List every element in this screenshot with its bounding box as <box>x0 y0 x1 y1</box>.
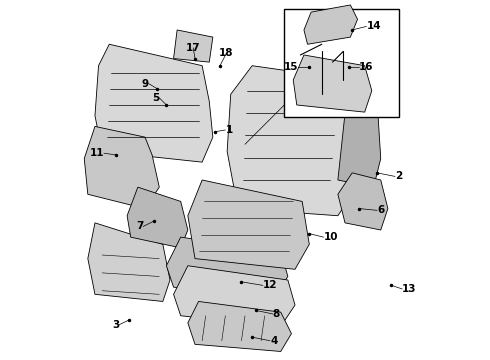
Text: 18: 18 <box>219 48 234 58</box>
Polygon shape <box>338 80 381 187</box>
Polygon shape <box>304 5 358 44</box>
Polygon shape <box>167 237 288 298</box>
Polygon shape <box>293 55 372 112</box>
Polygon shape <box>173 266 295 327</box>
Text: 13: 13 <box>402 284 416 294</box>
Polygon shape <box>84 126 159 208</box>
Text: 11: 11 <box>89 148 104 158</box>
Text: 8: 8 <box>273 309 280 319</box>
FancyBboxPatch shape <box>284 9 398 117</box>
Text: 1: 1 <box>225 125 233 135</box>
Text: 7: 7 <box>136 221 143 231</box>
Text: 15: 15 <box>283 63 298 72</box>
Text: 3: 3 <box>112 320 119 330</box>
Text: 10: 10 <box>323 232 338 242</box>
Text: 5: 5 <box>152 93 159 103</box>
Polygon shape <box>95 44 213 162</box>
Polygon shape <box>188 180 309 269</box>
Text: 9: 9 <box>142 78 148 89</box>
Text: 17: 17 <box>186 43 200 53</box>
Polygon shape <box>338 173 388 230</box>
Text: 6: 6 <box>377 205 385 215</box>
Text: 4: 4 <box>270 336 277 346</box>
Text: 14: 14 <box>367 21 381 31</box>
Text: 16: 16 <box>359 63 374 72</box>
Polygon shape <box>227 66 359 216</box>
Polygon shape <box>127 187 188 248</box>
Polygon shape <box>188 301 292 351</box>
Polygon shape <box>173 30 213 62</box>
Text: 12: 12 <box>263 280 277 291</box>
Text: 2: 2 <box>395 171 402 181</box>
Polygon shape <box>88 223 170 301</box>
